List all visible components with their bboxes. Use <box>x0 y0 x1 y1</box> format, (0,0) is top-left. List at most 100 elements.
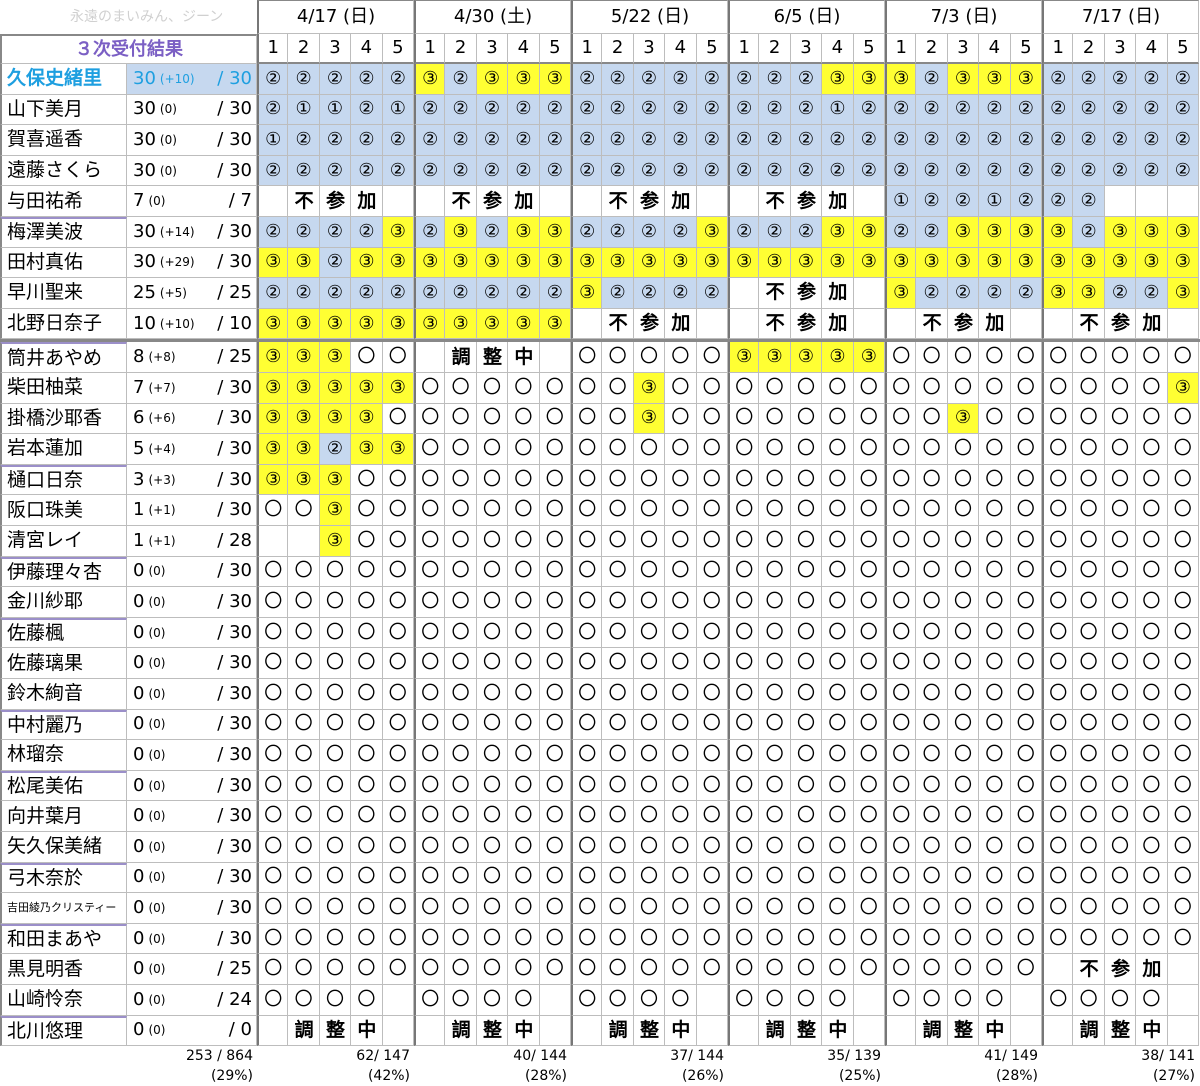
ticket-cell: 〇 <box>885 342 917 373</box>
ticket-cell <box>414 186 446 217</box>
round-2-mark: ② <box>703 98 720 120</box>
ticket-cell: 〇 <box>476 648 509 679</box>
ticket-cell: ③ <box>257 434 289 465</box>
ticket-cell: ③ <box>257 373 289 404</box>
ticket-cell: 〇 <box>633 923 666 955</box>
date-label: 7/17 (日) <box>1081 6 1161 27</box>
ticket-cell: 〇 <box>853 434 885 465</box>
round-3-mark: ③ <box>422 312 439 334</box>
ticket-cell: 〇 <box>508 648 540 679</box>
score-value: 0 <box>133 958 145 980</box>
not-applied-mark: 〇 <box>892 713 911 735</box>
ticket-cell: 〇 <box>508 434 540 465</box>
ticket-cell: 〇 <box>947 709 980 741</box>
not-applied-mark: 〇 <box>671 774 690 796</box>
ticket-cell: ③ <box>822 64 854 95</box>
part-number-label: 4 <box>517 37 530 58</box>
ticket-cell: 〇 <box>414 801 446 832</box>
block-count: 62/ 147 <box>257 1046 414 1066</box>
ticket-cell: 〇 <box>351 648 383 679</box>
not-applied-mark: 〇 <box>1110 376 1129 398</box>
not-applied-mark: 〇 <box>578 835 597 857</box>
round-3-mark: ③ <box>829 251 846 273</box>
not-applied-mark: 〇 <box>1110 499 1129 521</box>
not-applied-mark: 〇 <box>325 835 344 857</box>
ticket-cell: 〇 <box>382 832 414 863</box>
not-applied-mark: 〇 <box>1079 774 1098 796</box>
score-total-value: 30 <box>229 682 252 704</box>
member-name: 林瑠奈 <box>0 740 127 771</box>
ticket-cell: 〇 <box>319 648 352 679</box>
ticket-cell: 〇 <box>1104 893 1137 924</box>
ticket-cell: 〇 <box>1010 954 1042 985</box>
not-applied-mark: 〇 <box>922 560 941 582</box>
date-header: 4/30 (土) <box>414 0 571 34</box>
ticket-cell: 〇 <box>696 801 728 832</box>
ticket-cell: ② <box>319 125 352 156</box>
ticket-cell: 〇 <box>508 954 540 985</box>
ticket-cell: 〇 <box>1167 495 1199 526</box>
ticket-cell: 〇 <box>508 403 540 435</box>
not-applied-mark: 〇 <box>264 621 283 643</box>
round-2-mark: ② <box>515 159 532 181</box>
not-applied-mark: 〇 <box>1110 560 1129 582</box>
ticket-cell: 〇 <box>445 526 477 557</box>
part-number-label: 3 <box>643 37 655 58</box>
member-score: 0 (0)/ 30 <box>127 893 257 924</box>
ticket-cell <box>539 1015 571 1047</box>
round-3-mark: ③ <box>1017 220 1034 242</box>
ticket-cell: ② <box>1104 278 1137 309</box>
ticket-cell: ③ <box>885 64 917 95</box>
member-name-label: 矢久保美緒 <box>7 835 103 858</box>
round-1-mark: ① <box>829 98 846 120</box>
not-applied-mark: 〇 <box>671 468 690 490</box>
not-applied-mark: 〇 <box>1110 774 1129 796</box>
block-count: 40/ 144 <box>414 1046 571 1066</box>
not-applied-mark: 〇 <box>1016 774 1035 796</box>
round-2-mark: ② <box>483 281 501 303</box>
ticket-cell: 〇 <box>790 740 823 771</box>
ticket-cell: 〇 <box>1073 709 1105 741</box>
ticket-cell: 〇 <box>822 832 854 863</box>
ticket-cell <box>853 186 885 217</box>
not-applied-mark: 〇 <box>325 743 344 765</box>
round-2-mark: ② <box>1017 281 1034 303</box>
ticket-cell: 〇 <box>1167 923 1199 955</box>
ticket-cell: 〇 <box>539 832 571 863</box>
not-participating-text: 参 <box>476 186 509 217</box>
not-applied-mark: 〇 <box>859 621 878 643</box>
adjusting-text: 中 <box>1136 1016 1168 1047</box>
round-2-mark: ② <box>672 159 689 181</box>
not-participating-text: 不 <box>288 186 320 217</box>
not-applied-mark: 〇 <box>922 743 941 765</box>
round-3-mark: ③ <box>295 312 312 334</box>
member-name: 掛橋沙耶香 <box>0 403 127 435</box>
not-applied-mark: 〇 <box>639 713 658 735</box>
not-applied-mark: 〇 <box>1142 407 1161 429</box>
not-applied-mark: 〇 <box>482 866 501 888</box>
not-applied-mark: 〇 <box>294 988 313 1010</box>
not-applied-mark: 〇 <box>294 805 313 827</box>
ticket-cell: 〇 <box>319 954 352 985</box>
ticket-cell: 〇 <box>759 617 791 649</box>
not-applied-mark: 〇 <box>545 529 564 551</box>
ticket-cell: ③ <box>539 217 571 248</box>
not-applied-mark: 〇 <box>1049 927 1068 949</box>
ticket-cell: ② <box>696 155 728 187</box>
ticket-cell: 〇 <box>979 954 1011 985</box>
not-applied-mark: 〇 <box>859 529 878 551</box>
member-name-label: 伊藤理々杏 <box>7 560 103 583</box>
member-score: 10 (+10)/ 10 <box>127 308 257 340</box>
ticket-cell: 〇 <box>1104 556 1137 588</box>
ticket-cell: 〇 <box>319 679 352 710</box>
part-number-label: 5 <box>549 37 561 58</box>
round-3-mark: ③ <box>736 346 753 368</box>
ticket-cell: 〇 <box>853 923 885 955</box>
member-score: 30 (0)/ 30 <box>127 155 257 187</box>
not-applied-mark: 〇 <box>735 988 754 1010</box>
not-applied-mark: 〇 <box>985 621 1004 643</box>
not-applied-mark: 〇 <box>735 743 754 765</box>
ticket-cell: 〇 <box>665 832 697 863</box>
not-applied-mark: 〇 <box>325 590 344 612</box>
ticket-cell: 〇 <box>979 434 1011 465</box>
